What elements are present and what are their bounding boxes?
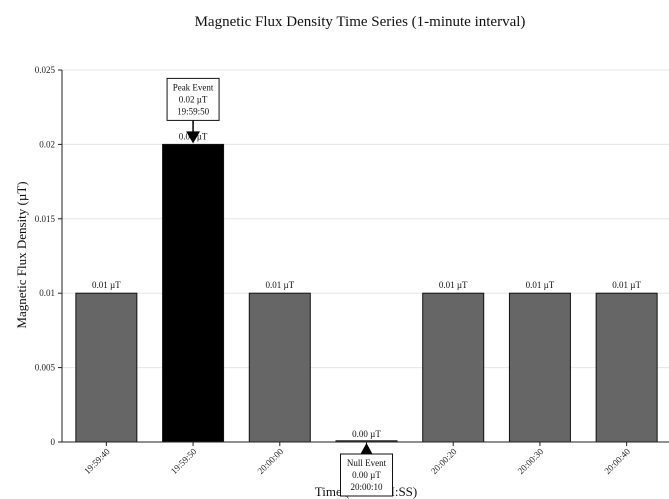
- x-tick-label: 19:59:50: [169, 446, 199, 476]
- arrow-up-icon: [360, 443, 373, 454]
- arrow-down-icon: [186, 131, 201, 144]
- bar: [508, 292, 571, 443]
- x-tick-label: 19:59:40: [82, 446, 112, 476]
- y-tick-label: 0.015: [35, 214, 56, 224]
- annotation-box: [340, 453, 393, 497]
- chart-title: Magnetic Flux Density Time Series (1-min…: [195, 14, 526, 30]
- annotation-text: Peak Event: [173, 82, 214, 92]
- y-tick-label: 0.025: [35, 65, 56, 75]
- data-label: 0.01 µT: [612, 280, 641, 290]
- data-label: 0.01 µT: [526, 280, 555, 290]
- x-tick-label: 20:00:40: [602, 446, 632, 476]
- bar: [162, 143, 225, 443]
- bar: [422, 292, 485, 443]
- bar: [75, 292, 138, 443]
- y-tick-label: 0.005: [35, 363, 56, 373]
- x-tick-label: 20:00:20: [429, 446, 459, 476]
- data-label: 0.01 µT: [439, 280, 468, 290]
- y-tick-label: 0.01: [39, 288, 55, 298]
- annotation-text: Null Event: [347, 458, 387, 468]
- bar: [248, 292, 311, 443]
- bar: [595, 292, 658, 443]
- annotation-text: 20:00:10: [350, 482, 383, 492]
- y-axis-label: Magnetic Flux Density (µT): [14, 181, 29, 328]
- x-tick-label: 20:00:30: [516, 446, 546, 476]
- annotation-text: 0.02 µT: [179, 94, 208, 104]
- annotation-text: 0.00 µT: [352, 470, 381, 480]
- y-tick-label: 0: [51, 437, 56, 447]
- data-label: 0.01 µT: [92, 280, 121, 290]
- data-label: 0.01 µT: [265, 280, 294, 290]
- data-label: 0.00 µT: [352, 429, 381, 439]
- annotations: Peak Event 0.02 µT 19:59:50 Null Event 0.00 …: [166, 77, 393, 497]
- annotation-box: [166, 77, 220, 121]
- x-tick-label: 20:00:00: [255, 446, 285, 476]
- bars: [75, 143, 658, 443]
- gridlines: [62, 69, 669, 369]
- annotation-text: 19:59:50: [177, 106, 210, 116]
- y-tick-label: 0.02: [39, 139, 55, 149]
